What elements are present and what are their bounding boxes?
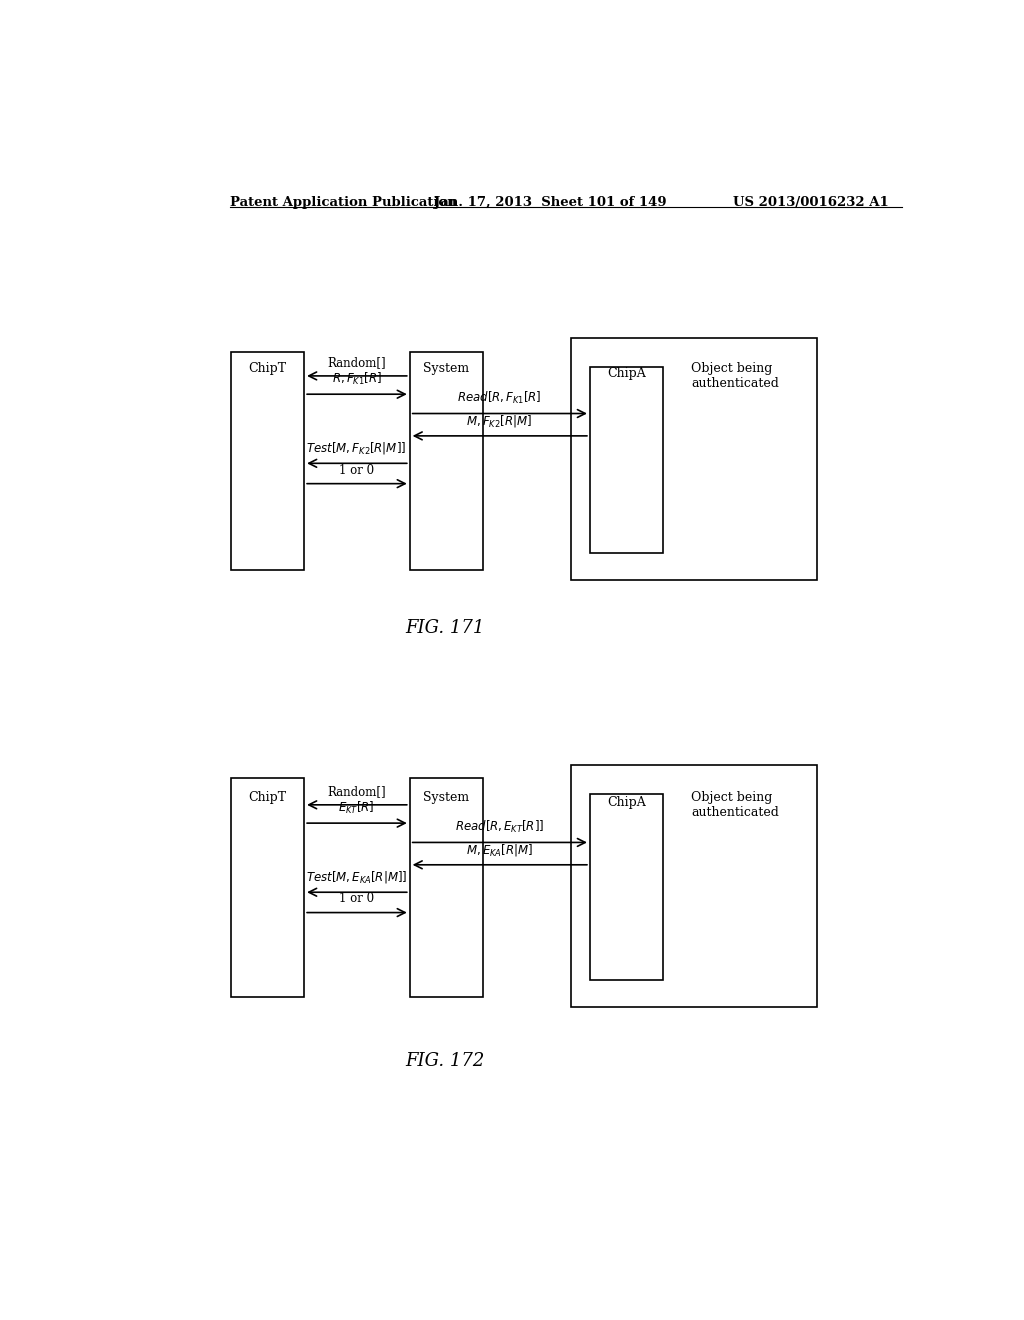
Text: $Read[R, E_{KT}[R]]$: $Read[R, E_{KT}[R]]$ bbox=[455, 820, 544, 836]
Bar bbox=[231, 351, 304, 570]
Text: Random[]: Random[] bbox=[328, 784, 386, 797]
Text: ChipA: ChipA bbox=[607, 796, 646, 809]
Text: ChipA: ChipA bbox=[607, 367, 646, 380]
Bar bbox=[410, 351, 482, 570]
Text: $R, F_{K1}[R]$: $R, F_{K1}[R]$ bbox=[332, 371, 382, 387]
Text: FIG. 171: FIG. 171 bbox=[406, 619, 485, 638]
Text: ChipT: ChipT bbox=[249, 362, 287, 375]
Text: $Test[M, F_{K2}[R | M]]$: $Test[M, F_{K2}[R | M]]$ bbox=[306, 440, 407, 457]
Text: ChipT: ChipT bbox=[249, 791, 287, 804]
Text: Object being
authenticated: Object being authenticated bbox=[691, 791, 779, 818]
Text: $Read[R, F_{K1}[R]$: $Read[R, F_{K1}[R]$ bbox=[458, 391, 542, 407]
Bar bbox=[590, 793, 663, 979]
Text: Random[]: Random[] bbox=[328, 356, 386, 368]
Text: Patent Application Publication: Patent Application Publication bbox=[229, 195, 457, 209]
Bar bbox=[570, 338, 817, 581]
Text: FIG. 172: FIG. 172 bbox=[406, 1052, 485, 1071]
Text: $M, F_{K2}[R | M]$: $M, F_{K2}[R | M]$ bbox=[466, 413, 532, 429]
Text: US 2013/0016232 A1: US 2013/0016232 A1 bbox=[733, 195, 889, 209]
Text: System: System bbox=[423, 791, 469, 804]
Text: $Test[M, E_{KA}[R | M]]$: $Test[M, E_{KA}[R | M]]$ bbox=[306, 869, 408, 886]
Text: 1 or 0: 1 or 0 bbox=[339, 463, 374, 477]
Bar bbox=[590, 367, 663, 553]
Text: $E_{KT}[R]$: $E_{KT}[R]$ bbox=[339, 800, 375, 816]
Bar bbox=[231, 779, 304, 997]
Text: 1 or 0: 1 or 0 bbox=[339, 892, 374, 906]
Text: Object being
authenticated: Object being authenticated bbox=[691, 362, 779, 389]
Text: $M, E_{KA}[R | M]$: $M, E_{KA}[R | M]$ bbox=[466, 842, 532, 858]
Bar bbox=[410, 779, 482, 997]
Bar bbox=[570, 766, 817, 1007]
Text: System: System bbox=[423, 362, 469, 375]
Text: Jan. 17, 2013  Sheet 101 of 149: Jan. 17, 2013 Sheet 101 of 149 bbox=[433, 195, 667, 209]
